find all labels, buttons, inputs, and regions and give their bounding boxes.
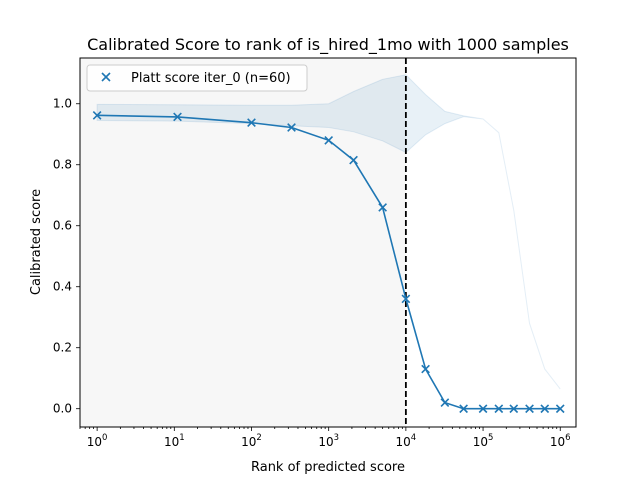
data-point-stroke-b — [92, 110, 102, 120]
x-tick-label: 100 — [87, 433, 108, 449]
y-tick-label: 0.8 — [53, 158, 72, 172]
data-point — [349, 155, 358, 165]
data-point — [173, 112, 182, 122]
shaded-region-group — [80, 58, 406, 427]
confidence-band — [96, 74, 561, 390]
data-point-stroke-b — [421, 364, 430, 374]
data-point — [440, 398, 450, 407]
data-point — [324, 135, 334, 145]
x-tick-label: 106 — [550, 433, 571, 449]
shaded-region — [80, 58, 406, 427]
data-point-stroke-b — [287, 123, 296, 132]
data-point-stroke-b — [459, 404, 468, 414]
data-point — [540, 404, 550, 414]
legend-marker-x — [101, 72, 111, 82]
data-point — [378, 203, 388, 212]
y-tick-label: 1.0 — [53, 97, 72, 111]
data-point-stroke-b — [440, 398, 450, 407]
data-point — [555, 404, 565, 414]
data-point — [421, 364, 430, 374]
data-point-stroke-b — [247, 118, 256, 128]
y-axis-ticks: 0.0 0.2 0.4 0.6 0.8 1.0 — [53, 97, 80, 416]
x-tick-label: 105 — [473, 433, 494, 449]
chart-title: Calibrated Score to rank of is_hired_1mo… — [87, 35, 569, 55]
y-tick-label: 0.0 — [53, 402, 72, 416]
y-tick-label: 0.4 — [53, 280, 72, 294]
data-point — [525, 404, 534, 414]
legend-label: Platt score iter_0 (n=60) — [131, 71, 291, 86]
data-point-stroke-b — [509, 404, 519, 414]
legend-marker-stroke-b — [101, 72, 111, 82]
data-point — [92, 110, 102, 120]
data-point — [509, 404, 519, 414]
x-tick-label: 102 — [241, 433, 262, 449]
confidence-band-group — [96, 74, 561, 390]
data-point-stroke-b — [494, 404, 504, 414]
data-point-stroke-b — [401, 294, 411, 304]
marker-group — [92, 110, 565, 414]
data-point-stroke-b — [555, 404, 565, 414]
data-point — [494, 404, 504, 414]
x-tick-label: 103 — [318, 433, 339, 449]
data-point — [401, 294, 411, 304]
legend: Platt score iter_0 (n=60) — [86, 64, 308, 92]
x-tick-label: 104 — [396, 433, 417, 449]
y-tick-label: 0.2 — [53, 341, 72, 355]
data-point — [247, 118, 256, 128]
data-point-stroke-b — [478, 404, 488, 414]
data-point-stroke-b — [540, 404, 550, 414]
data-point-stroke-b — [324, 135, 334, 145]
data-point-stroke-b — [525, 404, 534, 414]
legend-box — [86, 64, 308, 92]
x-axis-label: Rank of predicted score — [251, 460, 405, 475]
data-point — [287, 123, 296, 132]
y-tick-label: 0.6 — [53, 219, 72, 233]
data-point — [478, 404, 488, 414]
plot-frame — [79, 57, 577, 428]
x-tick-label: 101 — [164, 433, 185, 449]
data-point — [459, 404, 468, 414]
y-axis-label: Calibrated score — [29, 189, 44, 295]
data-point-stroke-b — [349, 155, 358, 165]
legend-marker — [101, 72, 111, 82]
data-point-stroke-b — [173, 112, 182, 122]
data-point-stroke-b — [378, 203, 388, 212]
x-axis-ticks: 100 101 102 103 104 105 106 — [79, 427, 571, 449]
